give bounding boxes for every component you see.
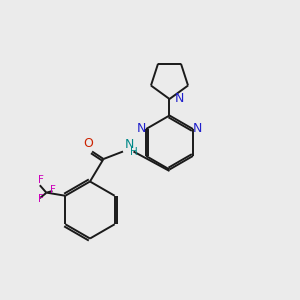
Text: N: N <box>175 92 184 105</box>
Text: F: F <box>38 194 44 204</box>
Text: F: F <box>50 185 56 195</box>
Text: H: H <box>130 147 137 158</box>
Text: F: F <box>38 175 44 185</box>
Text: N: N <box>137 122 146 136</box>
Text: O: O <box>84 137 93 150</box>
Text: N: N <box>124 138 134 151</box>
Text: N: N <box>193 122 202 136</box>
